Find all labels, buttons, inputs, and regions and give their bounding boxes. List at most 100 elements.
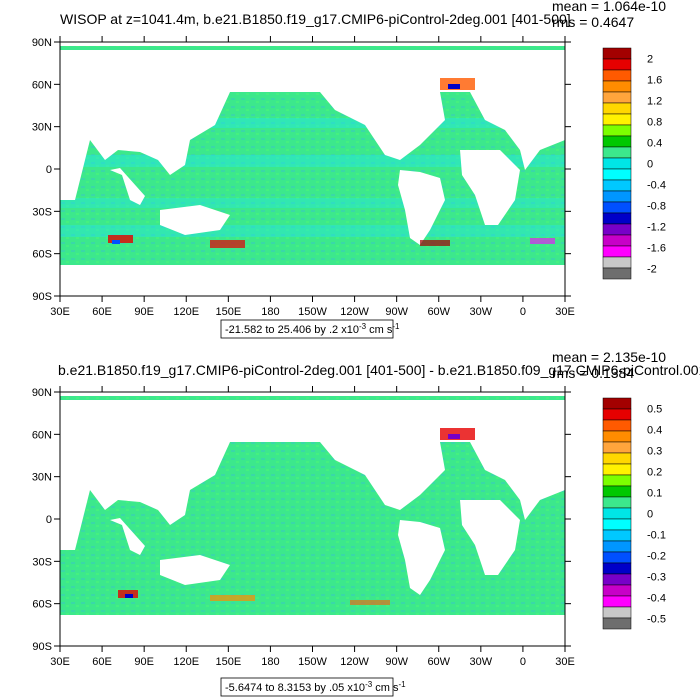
panel-1-band <box>60 118 565 128</box>
y-tick-label: 90N <box>32 387 52 399</box>
x-tick-label: 90W <box>385 656 408 668</box>
panel-1-x-axis: 30E 60E 90E 120E 150E 180 150W 120W 90W 60W 30W 0 30… <box>50 36 575 318</box>
panel-1-title: WISOP at z=1041.4m, b.e21.B1850.f19_g17.… <box>60 11 571 27</box>
x-tick-label: 150W <box>298 306 327 318</box>
y-tick-label: 30S <box>32 206 52 218</box>
panel-1-anomalies <box>108 78 555 248</box>
y-tick-label: 60S <box>32 249 52 261</box>
x-tick-label: 30E <box>555 656 575 668</box>
colorbar-label: -0.1 <box>647 530 666 542</box>
x-tick-label: 0 <box>520 306 526 318</box>
colorbar-cell <box>602 179 632 192</box>
panel-2-x-axis: 30E 60E 90E 120E 150E 180 150W 120W 90W 60W 30W 0 30… <box>50 386 575 668</box>
colorbar-cell <box>602 190 632 203</box>
panel-1-range-text: -21.582 to 25.406 by .2 x10 <box>225 324 359 336</box>
panel-1-y-axis: 90N 60N 30N 0 30S 60S 90S <box>32 37 571 303</box>
panel-1-land <box>60 42 565 296</box>
panel-2-range-units: cm s <box>372 682 399 694</box>
colorbar-cell <box>602 540 632 553</box>
colorbar-label: 0.5 <box>647 404 662 416</box>
x-tick-label: 180 <box>261 656 279 668</box>
colorbar-cell <box>602 113 632 126</box>
x-tick-label: 60W <box>427 656 450 668</box>
svg-text:-21.582 to 25.406 by .2 x10-3: -21.582 to 25.406 by .2 x10-3 cm s-1 <box>225 322 400 336</box>
colorbar-cell <box>602 124 632 137</box>
colorbar-label: 0.8 <box>647 117 662 129</box>
colorbar-cell <box>602 201 632 214</box>
panel-1: WISOP at z=1041.4m, b.e21.B1850.f19_g17.… <box>32 0 666 339</box>
colorbar-cell <box>602 91 632 104</box>
panel-2-range-exp: -3 <box>365 680 373 689</box>
colorbar-label: 0.4 <box>647 425 662 437</box>
y-tick-label: 90S <box>32 291 52 303</box>
panel-1-range-units-exp: -1 <box>392 322 400 331</box>
y-tick-label: 30S <box>32 556 52 568</box>
y-tick-label: 30N <box>32 472 52 484</box>
panel-2-map <box>59 391 566 647</box>
colorbar-label: -1.2 <box>647 222 666 234</box>
colorbar-cell <box>602 47 632 60</box>
colorbar-label: 2 <box>647 54 653 66</box>
colorbar-cell <box>602 419 632 432</box>
panel-2-range-units-exp: -1 <box>398 680 406 689</box>
panel-1-band <box>60 198 565 208</box>
x-tick-label: 150W <box>298 656 327 668</box>
y-tick-label: 60N <box>32 79 52 91</box>
colorbar-cell <box>602 234 632 247</box>
panel-1-rms: rms = 0.4647 <box>552 14 634 30</box>
panel-1-colorbar: 2 1.6 1.2 0.8 0.4 0 -0.4 -0.8 -1.2 -1.6 -2 <box>602 47 666 280</box>
colorbar-label: -0.5 <box>647 614 666 626</box>
x-tick-label: 120W <box>340 306 369 318</box>
colorbar-cell <box>602 168 632 181</box>
panel-2: b.e21.B1850.f19_g17.CMIP6-piControl-2deg… <box>32 349 700 697</box>
panel-2-y-axis: 90N 60N 30N 0 30S 60S 90S <box>32 387 571 653</box>
colorbar-label: -0.8 <box>647 201 666 213</box>
colorbar-cell <box>602 551 632 564</box>
x-tick-label: 60E <box>92 306 112 318</box>
colorbar-label: -2 <box>647 264 657 276</box>
panel-2-range-box: -5.6474 to 8.3153 by .05 x10-3 cm s-1 <box>220 677 406 697</box>
panel-2-title: b.e21.B1850.f19_g17.CMIP6-piControl-2deg… <box>58 362 700 378</box>
y-tick-label: 30N <box>32 122 52 134</box>
x-tick-label: 30W <box>470 306 493 318</box>
panel-1-range-units: cm s <box>366 324 393 336</box>
colorbar-label: -1.6 <box>647 243 666 255</box>
colorbar-label: 0.1 <box>647 488 662 500</box>
colorbar-label: 0.3 <box>647 446 662 458</box>
colorbar-cell <box>602 69 632 82</box>
svg-text:-5.6474 to 8.3153 by .05 x10-3: -5.6474 to 8.3153 by .05 x10-3 cm s-1 <box>225 680 406 694</box>
colorbar-cell <box>602 529 632 542</box>
y-tick-label: 0 <box>46 514 52 526</box>
x-tick-label: 90E <box>134 306 154 318</box>
x-tick-label: 0 <box>520 656 526 668</box>
colorbar-cell <box>602 507 632 520</box>
colorbar-cell <box>602 256 632 269</box>
colorbar-label: -0.4 <box>647 593 666 605</box>
colorbar-label: 1.6 <box>647 75 662 87</box>
colorbar-cell <box>602 223 632 236</box>
colorbar-cell <box>602 452 632 465</box>
panel-2-mean: mean = 2.135e-10 <box>552 349 666 365</box>
colorbar-cell <box>602 146 632 159</box>
y-tick-label: 60S <box>32 599 52 611</box>
colorbar-label: 0.4 <box>647 138 662 150</box>
colorbar-label: 0 <box>647 159 653 171</box>
panel-1-band <box>60 225 565 237</box>
colorbar-label: 0.2 <box>647 467 662 479</box>
x-tick-label: 60E <box>92 656 112 668</box>
panel-2-colorbar: 0.5 0.4 0.3 0.2 0.1 0 -0.1 -0.2 -0.3 -0.4 -0.5 <box>602 397 666 630</box>
y-tick-label: 60N <box>32 429 52 441</box>
colorbar-cell <box>602 245 632 258</box>
y-tick-label: 90N <box>32 37 52 49</box>
panel-1-map <box>59 41 566 297</box>
x-tick-label: 30E <box>50 306 70 318</box>
colorbar-cell <box>602 441 632 454</box>
x-tick-label: 90E <box>134 656 154 668</box>
colorbar-cell <box>602 430 632 443</box>
x-tick-label: 150E <box>215 306 241 318</box>
x-tick-label: 120W <box>340 656 369 668</box>
colorbar-cell <box>602 606 632 619</box>
x-tick-label: 30E <box>50 656 70 668</box>
colorbar-cell <box>602 562 632 575</box>
